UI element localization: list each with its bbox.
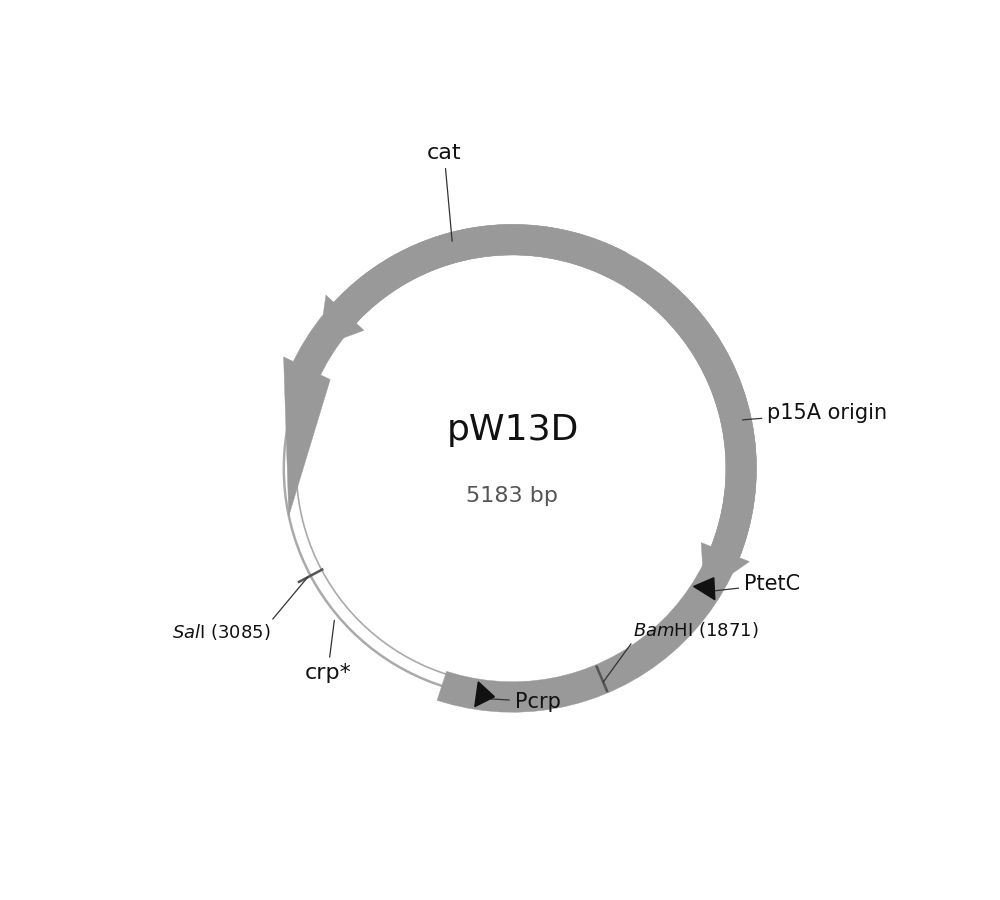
Text: $\mathit{Bam}$HI (1871): $\mathit{Bam}$HI (1871)	[633, 620, 759, 641]
Text: pW13D: pW13D	[446, 413, 579, 447]
Text: Pcrp: Pcrp	[483, 692, 561, 712]
Text: 5183 bp: 5183 bp	[466, 486, 558, 506]
Text: $\mathit{Sal}$I (3085): $\mathit{Sal}$I (3085)	[172, 623, 271, 643]
Text: PtetC: PtetC	[712, 574, 800, 595]
Polygon shape	[284, 224, 756, 712]
Polygon shape	[475, 682, 494, 707]
Text: crp*: crp*	[304, 620, 351, 682]
Text: p15A origin: p15A origin	[742, 403, 887, 423]
Text: cat: cat	[427, 143, 461, 241]
Polygon shape	[626, 262, 756, 593]
Polygon shape	[694, 578, 715, 599]
Polygon shape	[319, 224, 627, 347]
